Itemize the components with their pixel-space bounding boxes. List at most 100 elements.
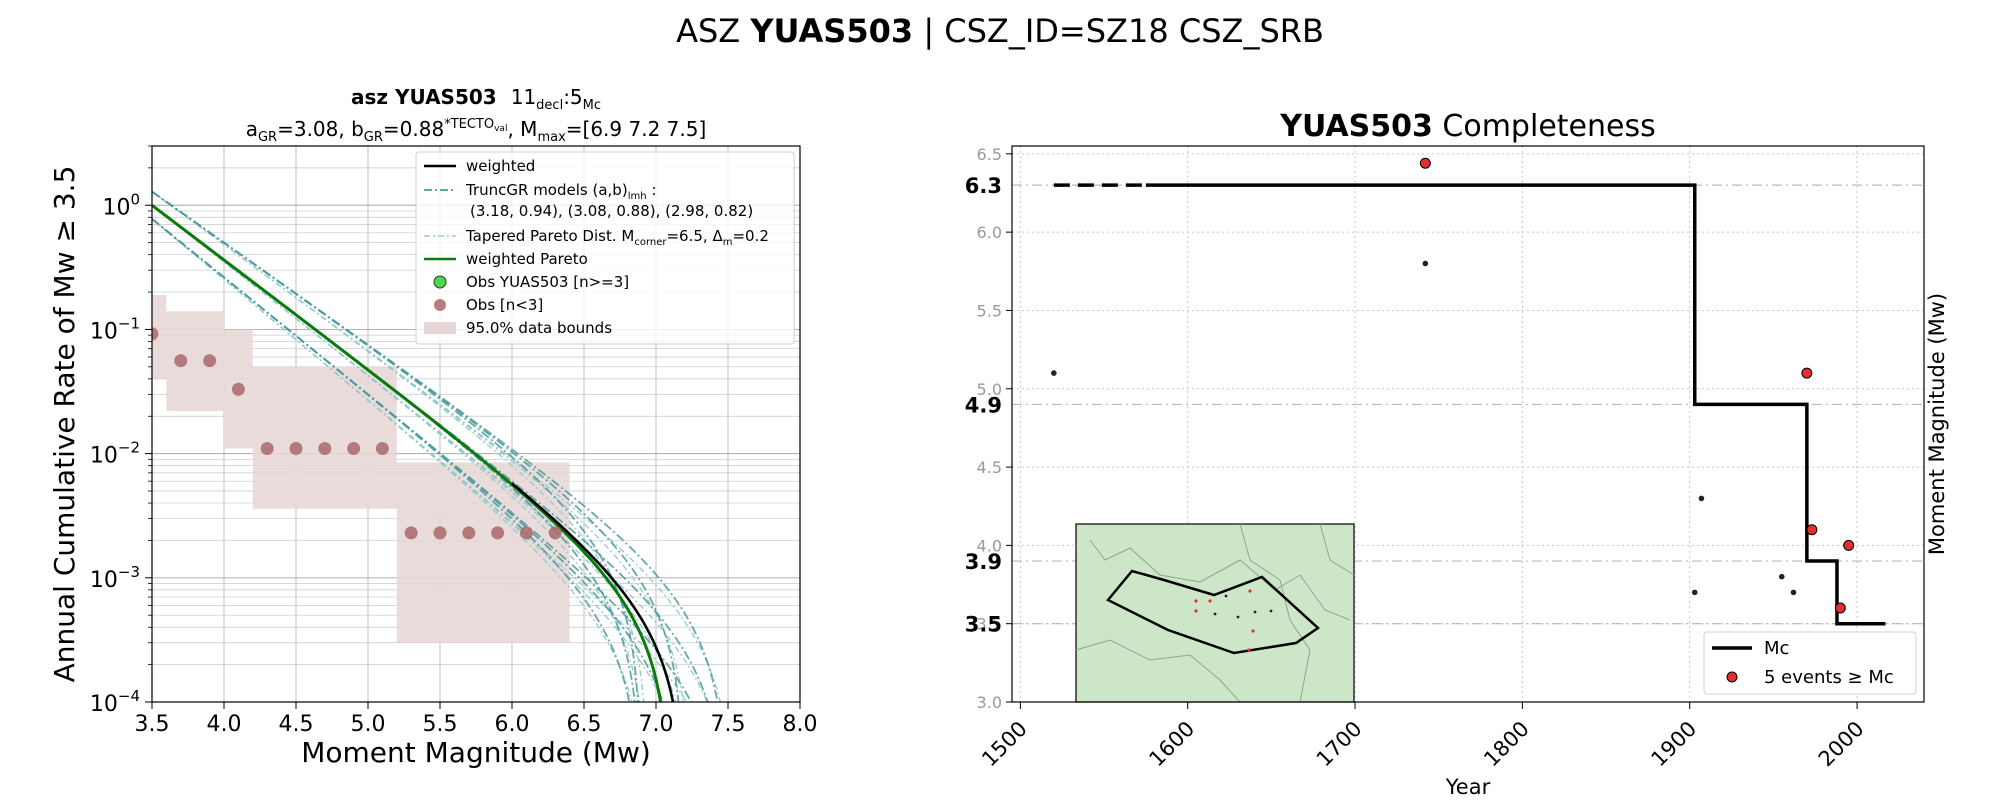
- observed-point: [462, 526, 476, 540]
- map-border-line: [1075, 639, 1241, 703]
- left-x-axis-label: Moment Magnitude (Mw): [301, 736, 651, 769]
- map-event-dot: [1236, 615, 1240, 619]
- event-point-above-mc: [1419, 157, 1431, 169]
- legend-mc-label: Mc: [1764, 638, 1789, 659]
- observed-point: [433, 526, 447, 540]
- inset-map: [1075, 523, 1355, 703]
- observed-point: [318, 441, 332, 455]
- observed-point: [404, 526, 418, 540]
- x-tick-label: 1700: [1312, 717, 1367, 772]
- legend-bounds-swatch: [424, 322, 456, 334]
- x-tick-label: 1600: [1144, 717, 1199, 772]
- right-chart-title: YUAS503 Completeness: [1279, 109, 1655, 144]
- mc-step-line: [1145, 183, 1886, 626]
- y-tick-label: 100: [102, 190, 140, 220]
- mc-level-label: 3.5: [965, 613, 1002, 637]
- observed-point: [491, 526, 505, 540]
- legend-truncgr-params: (3.18, 0.94), (3.08, 0.88), (2.98, 0.82): [470, 202, 753, 220]
- map-border-line: [1319, 523, 1355, 576]
- figure-title: ASZ YUAS503 | CSZ_ID=SZ18 CSZ_SRB: [676, 12, 1324, 50]
- y-tick-label: 6.5: [977, 145, 1002, 164]
- y-tick-label: 4.0: [977, 536, 1002, 555]
- left-y-axis-label: Annual Cumulative Rate of Mw ≥ 3.5: [48, 166, 81, 683]
- event-point-below-mc: [1790, 589, 1797, 596]
- left-chart-title: asz YUAS503 11decl:5Mc: [351, 85, 601, 113]
- map-border-line: [1089, 539, 1351, 621]
- y-tick-label: 5.0: [977, 380, 1002, 399]
- x-tick-label: 4.0: [207, 712, 242, 737]
- mc-level-label: 6.3: [965, 174, 1002, 198]
- map-event-dot: [1251, 629, 1255, 633]
- mc-level-label: 4.9: [965, 393, 1002, 417]
- event-point-below-mc: [1422, 260, 1429, 267]
- legend-obs-ge3-marker: [433, 275, 447, 289]
- y-tick-label: 6.0: [977, 223, 1002, 242]
- observed-point: [289, 441, 303, 455]
- event-point-above-mc: [1801, 367, 1813, 379]
- event-point-below-mc: [1051, 370, 1057, 376]
- left-legend-box: [415, 151, 795, 345]
- tapered-pareto-curve: [152, 191, 721, 702]
- data-bounds-band: [152, 294, 570, 643]
- event-point-below-mc: [1691, 589, 1698, 596]
- tapered-pareto-curve: [152, 204, 641, 702]
- observed-point: [548, 526, 562, 540]
- map-event-dot: [1248, 589, 1252, 593]
- legend-pareto-label: weighted Pareto: [466, 250, 588, 268]
- event-point-above-mc: [1806, 524, 1818, 536]
- y-tick-label: 10−1: [90, 314, 140, 344]
- left-chart-subtitle: aGR=3.08, bGR=0.88*TECTOval, Mmax=[6.9 7…: [246, 117, 707, 145]
- legend-bounds-label: 95.0% data bounds: [466, 319, 612, 337]
- x-tick-label: 1800: [1479, 717, 1534, 772]
- weighted-curve: [511, 482, 675, 702]
- event-point-below-mc: [1778, 573, 1785, 580]
- tapered-pareto-curve: [152, 204, 708, 702]
- right-legend: Mc 5 events ≥ Mc: [1703, 631, 1917, 695]
- x-tick-label: 2000: [1814, 717, 1869, 772]
- x-tick-label: 3.5: [135, 712, 170, 737]
- right-legend-box: [1703, 631, 1917, 695]
- legend-tapered-label: Tapered Pareto Dist. Mcorner=6.5, Δm=0.2: [465, 227, 769, 248]
- x-tick-label: 5.5: [423, 712, 458, 737]
- legend-truncgr-label: TruncGR models (a,b)lmh :: [465, 181, 656, 202]
- observed-point: [231, 382, 245, 396]
- observed-point: [203, 354, 217, 368]
- truncgr-curve: [152, 190, 719, 702]
- y-tick-label: 3.5: [977, 615, 1002, 634]
- map-event-dot: [1194, 609, 1198, 613]
- y-tick-label: 3.0: [977, 693, 1002, 712]
- legend-events-label: 5 events ≥ Mc: [1764, 667, 1894, 688]
- map-border-line: [1239, 523, 1311, 703]
- mc-level-label: 3.9: [965, 550, 1002, 574]
- y-tick-label: 10−2: [90, 439, 140, 469]
- truncgr-curve: [152, 218, 693, 702]
- y-tick-label: 5.5: [977, 301, 1002, 320]
- weighted-pareto-curve: [152, 204, 663, 702]
- x-tick-label: 8.0: [783, 712, 818, 737]
- map-event-dot: [1269, 609, 1273, 613]
- observed-point: [174, 354, 188, 368]
- x-tick-label: 4.5: [279, 712, 314, 737]
- event-point-above-mc: [1834, 602, 1846, 614]
- y-tick-label: 10−3: [90, 563, 140, 593]
- right-y-axis-label: Moment Magnitude (Mw): [1925, 293, 1949, 555]
- x-tick-label: 6.5: [567, 712, 602, 737]
- x-tick-label: 1500: [977, 717, 1032, 772]
- legend-weighted-label: weighted: [466, 157, 535, 175]
- right-plot-frame: [1011, 145, 1925, 703]
- completeness-chart: YUAS503 Completeness 1500 1600 1700 1800 19: [965, 109, 1949, 799]
- rate-magnitude-chart: asz YUAS503 11decl:5Mc aGR=3.08, bGR=0.88…: [48, 85, 818, 769]
- map-event-dot: [1224, 594, 1228, 598]
- observed-point: [375, 441, 389, 455]
- map-event-dot: [1213, 612, 1217, 616]
- x-tick-label: 5.0: [351, 712, 386, 737]
- x-tick-label: 7.0: [639, 712, 674, 737]
- legend-obs-lt3-label: Obs [n<3]: [466, 296, 543, 314]
- truncgr-curve: [152, 190, 639, 702]
- map-event-dot: [1194, 599, 1198, 603]
- legend-events-marker: [1726, 671, 1738, 683]
- observed-point: [152, 327, 159, 341]
- event-point-above-mc: [1843, 539, 1855, 551]
- observed-point: [347, 441, 361, 455]
- source-zone-polygon: [1106, 569, 1321, 655]
